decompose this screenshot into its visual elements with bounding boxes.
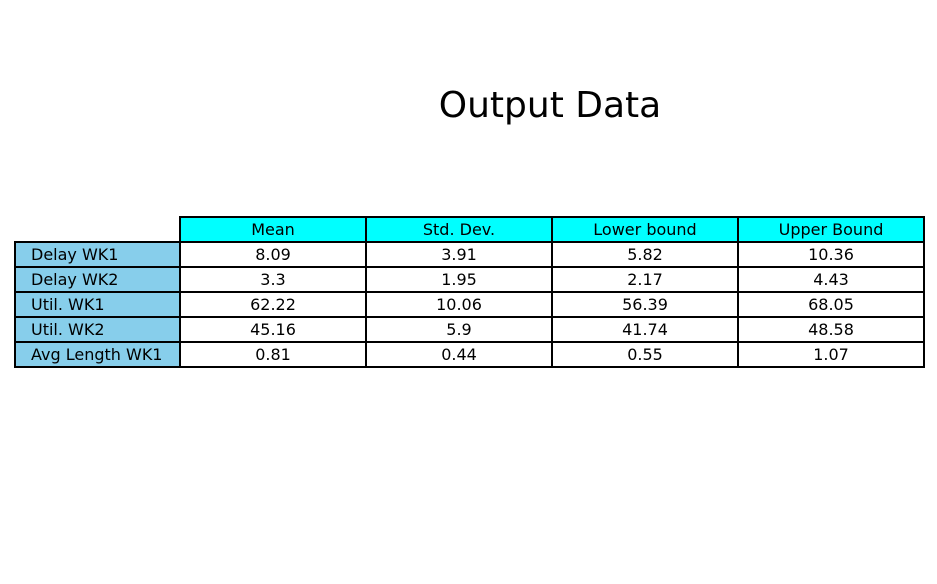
row-header-avg-length-wk1: Avg Length WK1 xyxy=(14,341,181,368)
column-header-std-dev: Std. Dev. xyxy=(365,216,553,243)
table-cell: 1.07 xyxy=(737,341,925,368)
row-header-util-wk2: Util. WK2 xyxy=(14,316,181,343)
chart-title: Output Data xyxy=(438,85,662,126)
table-cell: 1.95 xyxy=(365,266,553,293)
table-cell: 2.17 xyxy=(551,266,739,293)
table-cell: 41.74 xyxy=(551,316,739,343)
table-cell: 62.22 xyxy=(179,291,367,318)
row-header-delay-wk1: Delay WK1 xyxy=(14,241,181,268)
table-cell: 0.44 xyxy=(365,341,553,368)
table-cell: 3.3 xyxy=(179,266,367,293)
table-row: Delay WK2 3.3 1.95 2.17 4.43 xyxy=(14,266,925,293)
table-row: Util. WK2 45.16 5.9 41.74 48.58 xyxy=(14,316,925,343)
table-cell: 5.9 xyxy=(365,316,553,343)
table-cell: 56.39 xyxy=(551,291,739,318)
column-header-upper-bound: Upper Bound xyxy=(737,216,925,243)
column-header-mean: Mean xyxy=(179,216,367,243)
table-cell: 5.82 xyxy=(551,241,739,268)
column-header-lower-bound: Lower bound xyxy=(551,216,739,243)
table-cell: 0.55 xyxy=(551,341,739,368)
table-cell: 8.09 xyxy=(179,241,367,268)
table-cell: 45.16 xyxy=(179,316,367,343)
row-header-delay-wk2: Delay WK2 xyxy=(14,266,181,293)
output-data-table: Mean Std. Dev. Lower bound Upper Bound D… xyxy=(14,216,925,368)
row-header-util-wk1: Util. WK1 xyxy=(14,291,181,318)
table-cell: 10.06 xyxy=(365,291,553,318)
table-cell: 68.05 xyxy=(737,291,925,318)
table-cell: 4.43 xyxy=(737,266,925,293)
table-row: Util. WK1 62.22 10.06 56.39 68.05 xyxy=(14,291,925,318)
table-cell: 3.91 xyxy=(365,241,553,268)
table-row: Avg Length WK1 0.81 0.44 0.55 1.07 xyxy=(14,341,925,368)
table-cell: 10.36 xyxy=(737,241,925,268)
table-cell: 48.58 xyxy=(737,316,925,343)
table-cell: 0.81 xyxy=(179,341,367,368)
table-corner-cell xyxy=(15,217,180,242)
table-header-row: Mean Std. Dev. Lower bound Upper Bound xyxy=(15,216,925,243)
table-row: Delay WK1 8.09 3.91 5.82 10.36 xyxy=(14,241,925,268)
